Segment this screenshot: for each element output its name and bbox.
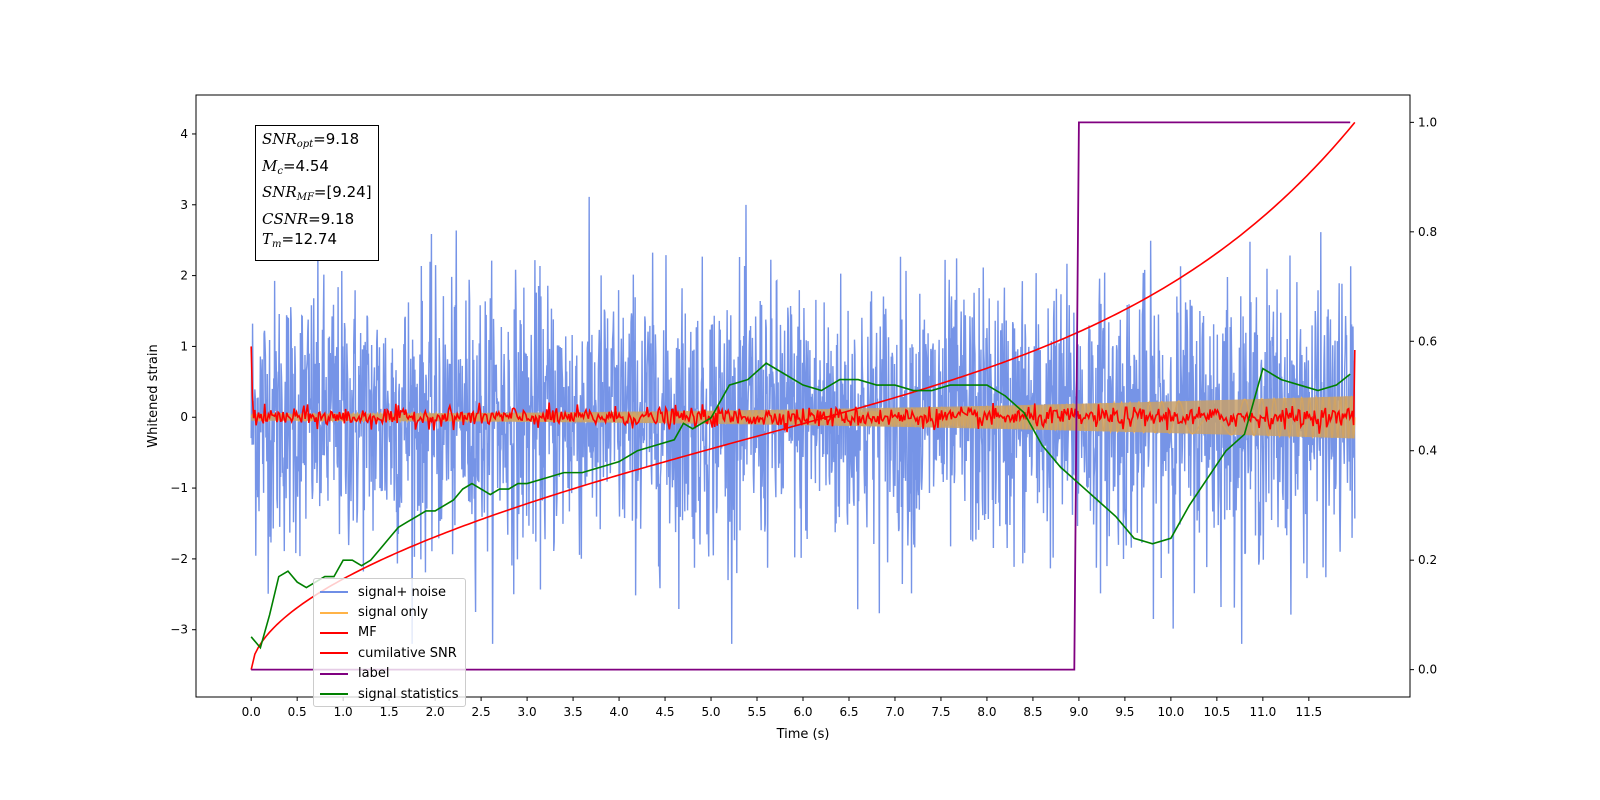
x-tick-label: 2.5: [472, 705, 491, 719]
axes-ticks: 0.0 0.5 1.0 1.5 2.0 2.5 3.0 3.5 4.0 4.5 5.0 5.5 6.0 6…: [170, 115, 1437, 719]
y-tick-label: 2: [180, 269, 188, 283]
legend-label: MF: [358, 625, 377, 641]
legend-item: signal+ noise: [320, 582, 459, 602]
x-tick-label: 8.5: [1023, 705, 1042, 719]
x-tick-label: 7.5: [931, 705, 950, 719]
x-tick-label: 7.0: [885, 705, 904, 719]
legend: signal+ noise signal only MF cumilative …: [313, 578, 466, 708]
y2-tick-label: 0.6: [1418, 334, 1437, 348]
x-tick-label: 8.0: [977, 705, 996, 719]
mc-value: =4.54: [282, 156, 329, 175]
y2-tick-label: 0.2: [1418, 553, 1437, 567]
x-tick-label: 5.0: [701, 705, 720, 719]
y-tick-label: 3: [180, 198, 188, 212]
legend-swatch: [320, 652, 348, 655]
series-label: [251, 121, 1351, 671]
legend-swatch: [320, 631, 348, 634]
snr-mf-line: SNRMF=[9.24]: [262, 183, 372, 203]
x-tick-label: 6.5: [839, 705, 858, 719]
series-signal-statistics: [250, 362, 1351, 650]
y-tick-label: −2: [170, 552, 188, 566]
legend-label: signal only: [358, 605, 429, 621]
y-tick-label: −3: [170, 623, 188, 637]
legend-label: signal statistics: [358, 686, 459, 702]
x-tick-label: 3.5: [564, 705, 583, 719]
legend-swatch: [320, 693, 348, 696]
legend-item: cumilative SNR: [320, 643, 459, 663]
legend-swatch: [320, 672, 348, 675]
x-tick-label: 0.5: [288, 705, 307, 719]
x-tick-label: 9.0: [1069, 705, 1088, 719]
y-tick-label: 4: [180, 127, 188, 141]
y2-tick-label: 0.0: [1418, 663, 1437, 677]
csnr-value: =9.18: [308, 209, 355, 228]
legend-item: signal only: [320, 602, 459, 622]
x-tick-label: 4.5: [655, 705, 674, 719]
stats-annotation-box: SNRopt=9.18 Mc=4.54 SNRMF=[9.24] CSNR=9.…: [255, 125, 379, 261]
x-tick-label: 0.0: [242, 705, 261, 719]
csnr-line: CSNR=9.18: [262, 209, 355, 228]
y-tick-label: 0: [180, 410, 188, 424]
x-tick-label: 3.0: [518, 705, 537, 719]
series-cumulative-snr: [250, 121, 1356, 670]
legend-item: MF: [320, 623, 459, 643]
y2-tick-label: 0.4: [1418, 444, 1437, 458]
x-tick-label: 10.0: [1158, 705, 1185, 719]
x-tick-label: 5.5: [747, 705, 766, 719]
x-tick-label: 11.5: [1295, 705, 1322, 719]
tm-value: =12.74: [281, 230, 338, 248]
x-tick-label: 6.0: [793, 705, 812, 719]
tm-line: Tm=12.74: [262, 230, 338, 250]
legend-swatch: [320, 591, 348, 594]
x-tick-label: 1.5: [380, 705, 399, 719]
x-tick-label: 2.0: [426, 705, 445, 719]
snr-opt-line: SNRopt=9.18: [262, 130, 360, 150]
mc-line: Mc=4.54: [262, 156, 329, 177]
legend-swatch: [320, 611, 348, 614]
x-tick-label: 1.0: [334, 705, 353, 719]
x-tick-label: 9.5: [1115, 705, 1134, 719]
y-axis-label: Whitened strain: [146, 344, 161, 447]
x-tick-label: 11.0: [1249, 705, 1276, 719]
x-tick-label: 4.0: [610, 705, 629, 719]
legend-item: signal statistics: [320, 684, 459, 704]
legend-label: cumilative SNR: [358, 645, 457, 661]
x-tick-label: 10.5: [1204, 705, 1231, 719]
plot-area: [250, 121, 1356, 671]
legend-label: signal+ noise: [358, 584, 447, 600]
x-axis-label: Time (s): [776, 727, 830, 742]
legend-label: label: [358, 666, 390, 682]
y-tick-label: 1: [180, 339, 188, 353]
y2-tick-label: 0.8: [1418, 225, 1437, 239]
y-tick-label: −1: [170, 481, 188, 495]
series-mf: [250, 346, 1356, 434]
legend-item: label: [320, 664, 459, 684]
y2-tick-label: 1.0: [1418, 115, 1437, 129]
snr-opt-value: =9.18: [313, 130, 360, 148]
snr-mf-value: =[9.24]: [313, 183, 372, 201]
